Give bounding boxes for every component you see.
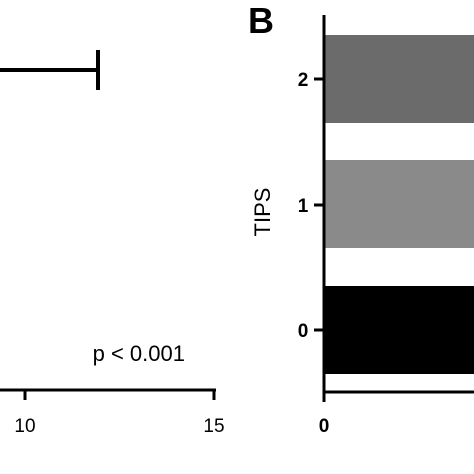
panel-b-y-tick-label-0: 0	[298, 321, 309, 342]
panel-b-bar-0	[325, 286, 474, 374]
panel-a-x-tick-label-10: 10	[14, 416, 35, 437]
panel-a-p-value: p < 0.001	[93, 341, 185, 366]
panel-b-x-tick-label-0: 0	[319, 416, 330, 437]
panel-b-bar-1	[325, 160, 474, 248]
panel-b-bar-2	[325, 35, 474, 123]
panel-b: B 2 1 0 TIPS 0	[248, 0, 474, 437]
panel-a: 10 15 p < 0.001	[0, 50, 225, 437]
panel-b-y-tick-label-2: 2	[298, 70, 309, 91]
panel-b-y-tick-label-1: 1	[298, 196, 309, 217]
panel-b-y-axis-title: TIPS	[250, 188, 275, 237]
panel-a-x-tick-label-15: 15	[203, 416, 224, 437]
panel-b-letter: B	[248, 0, 274, 41]
